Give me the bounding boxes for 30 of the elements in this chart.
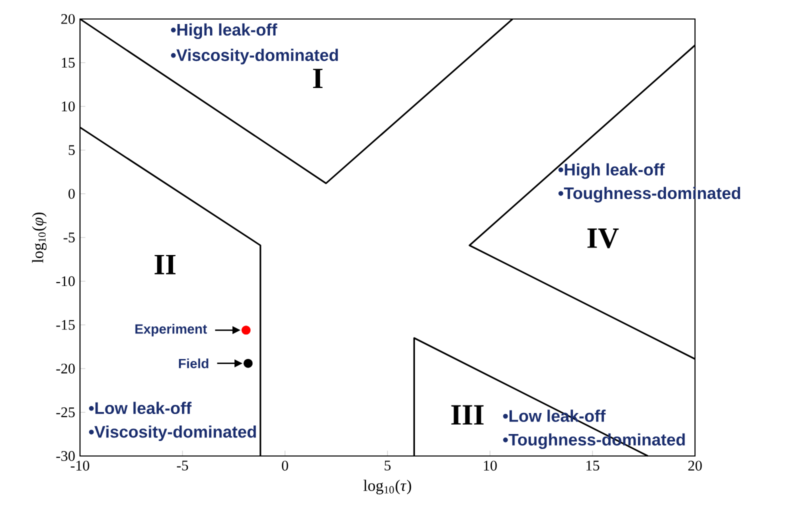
annotation: •Low leak-off — [88, 402, 192, 414]
y-axis-title: log$_{10}$(φ) — [32, 212, 47, 263]
annotation: I — [313, 68, 323, 88]
x-axis-title: log$_{10}$(τ) — [363, 480, 412, 494]
annotation: Field — [178, 358, 208, 368]
y-tick-label: -25 — [56, 407, 75, 418]
annotation: •High leak-off — [558, 163, 665, 179]
annotation: III — [451, 405, 484, 425]
y-tick-label: 10 — [62, 101, 75, 112]
y-tick-label: 5 — [68, 145, 75, 155]
annotation: Experiment — [135, 324, 207, 336]
y-tick-label: 20 — [61, 14, 75, 24]
y-tick-label: -20 — [56, 364, 75, 374]
x-tick-label: 5 — [384, 460, 391, 470]
y-tick-label: -15 — [56, 320, 75, 330]
x-tick-label: 0 — [282, 460, 288, 471]
y-tick-label: -30 — [56, 451, 75, 461]
annotation: II — [154, 254, 176, 274]
x-tick-label: -5 — [176, 460, 188, 470]
x-tick-label: 20 — [688, 460, 702, 471]
x-tick-label: 10 — [484, 460, 497, 471]
annotation: •High leak-off — [170, 23, 278, 40]
annotation: IV — [587, 228, 619, 248]
y-tick-label: -10 — [56, 276, 75, 286]
y-tick-label: -5 — [64, 232, 75, 242]
y-tick-label: 0 — [68, 188, 75, 199]
annotation: •Viscosity-dominated — [170, 48, 338, 64]
annotation: •Viscosity-dominated — [88, 426, 256, 442]
y-tick-label: 15 — [62, 58, 75, 68]
x-tick-label: 15 — [586, 460, 600, 471]
